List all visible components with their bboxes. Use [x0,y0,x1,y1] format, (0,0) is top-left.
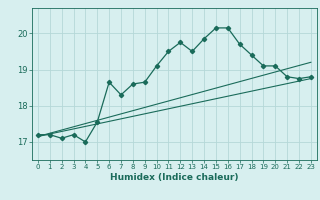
X-axis label: Humidex (Indice chaleur): Humidex (Indice chaleur) [110,173,239,182]
